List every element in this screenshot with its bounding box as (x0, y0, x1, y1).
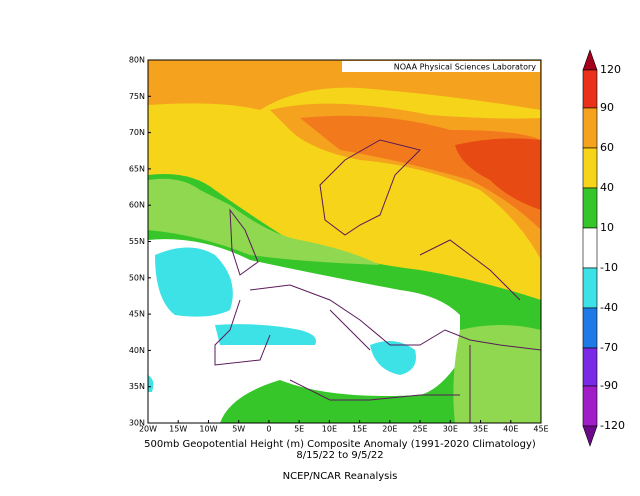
lat-label: 70N (129, 128, 145, 137)
colorbar-label: 90 (600, 101, 614, 114)
lon-label: 20E (382, 425, 397, 434)
anomaly-field (148, 60, 541, 423)
lon-label: 45E (533, 425, 548, 434)
lat-label: 75N (129, 92, 145, 101)
lat-label: 30N (129, 419, 145, 428)
caption-dates: 8/15/22 to 9/5/22 (296, 450, 383, 461)
lon-label: 25E (412, 425, 427, 434)
colorbar-label: -70 (600, 341, 618, 354)
credit-box (342, 61, 540, 72)
credit: NOAA Physical Sciences Laboratory (394, 63, 537, 72)
colorbar-label: 40 (600, 181, 614, 194)
lat-label: 55N (129, 237, 145, 246)
lon-label: 0 (266, 425, 271, 434)
caption-title: 500mb Geopotential Height (m) Composite … (144, 439, 536, 450)
caption-source: NCEP/NCAR Reanalysis (283, 471, 398, 482)
lat-label: 45N (129, 310, 145, 319)
lon-label: 30E (443, 425, 458, 434)
lon-label: 5E (294, 425, 304, 434)
lat-label: 35N (129, 382, 145, 391)
lon-label: 40E (503, 425, 518, 434)
colorbar-label: -10 (600, 261, 618, 274)
lon-label: 15E (352, 425, 367, 434)
lat-label: 80N (129, 56, 145, 65)
colorbar (582, 49, 598, 447)
lon-label: 10W (199, 425, 217, 434)
colorbar-label: 60 (600, 141, 614, 154)
lon-label: 5W (232, 425, 245, 434)
colorbar-label: 10 (600, 221, 614, 234)
colorbar-labels: 120 90 60 40 10 -10 -40 -70 -90 -120 (600, 63, 625, 432)
lat-label: 60N (129, 201, 145, 210)
colorbar-label: -120 (600, 419, 625, 432)
lon-label: 15W (169, 425, 187, 434)
lon-label: 20W (139, 425, 157, 434)
lat-label: 40N (129, 346, 145, 355)
lat-label: 50N (129, 273, 145, 282)
lon-label: 35E (473, 425, 488, 434)
lon-label: 10E (322, 425, 337, 434)
colorbar-label: 120 (600, 63, 621, 76)
colorbar-label: -40 (600, 301, 618, 314)
lat-label: 65N (129, 164, 145, 173)
colorbar-label: -90 (600, 379, 618, 392)
